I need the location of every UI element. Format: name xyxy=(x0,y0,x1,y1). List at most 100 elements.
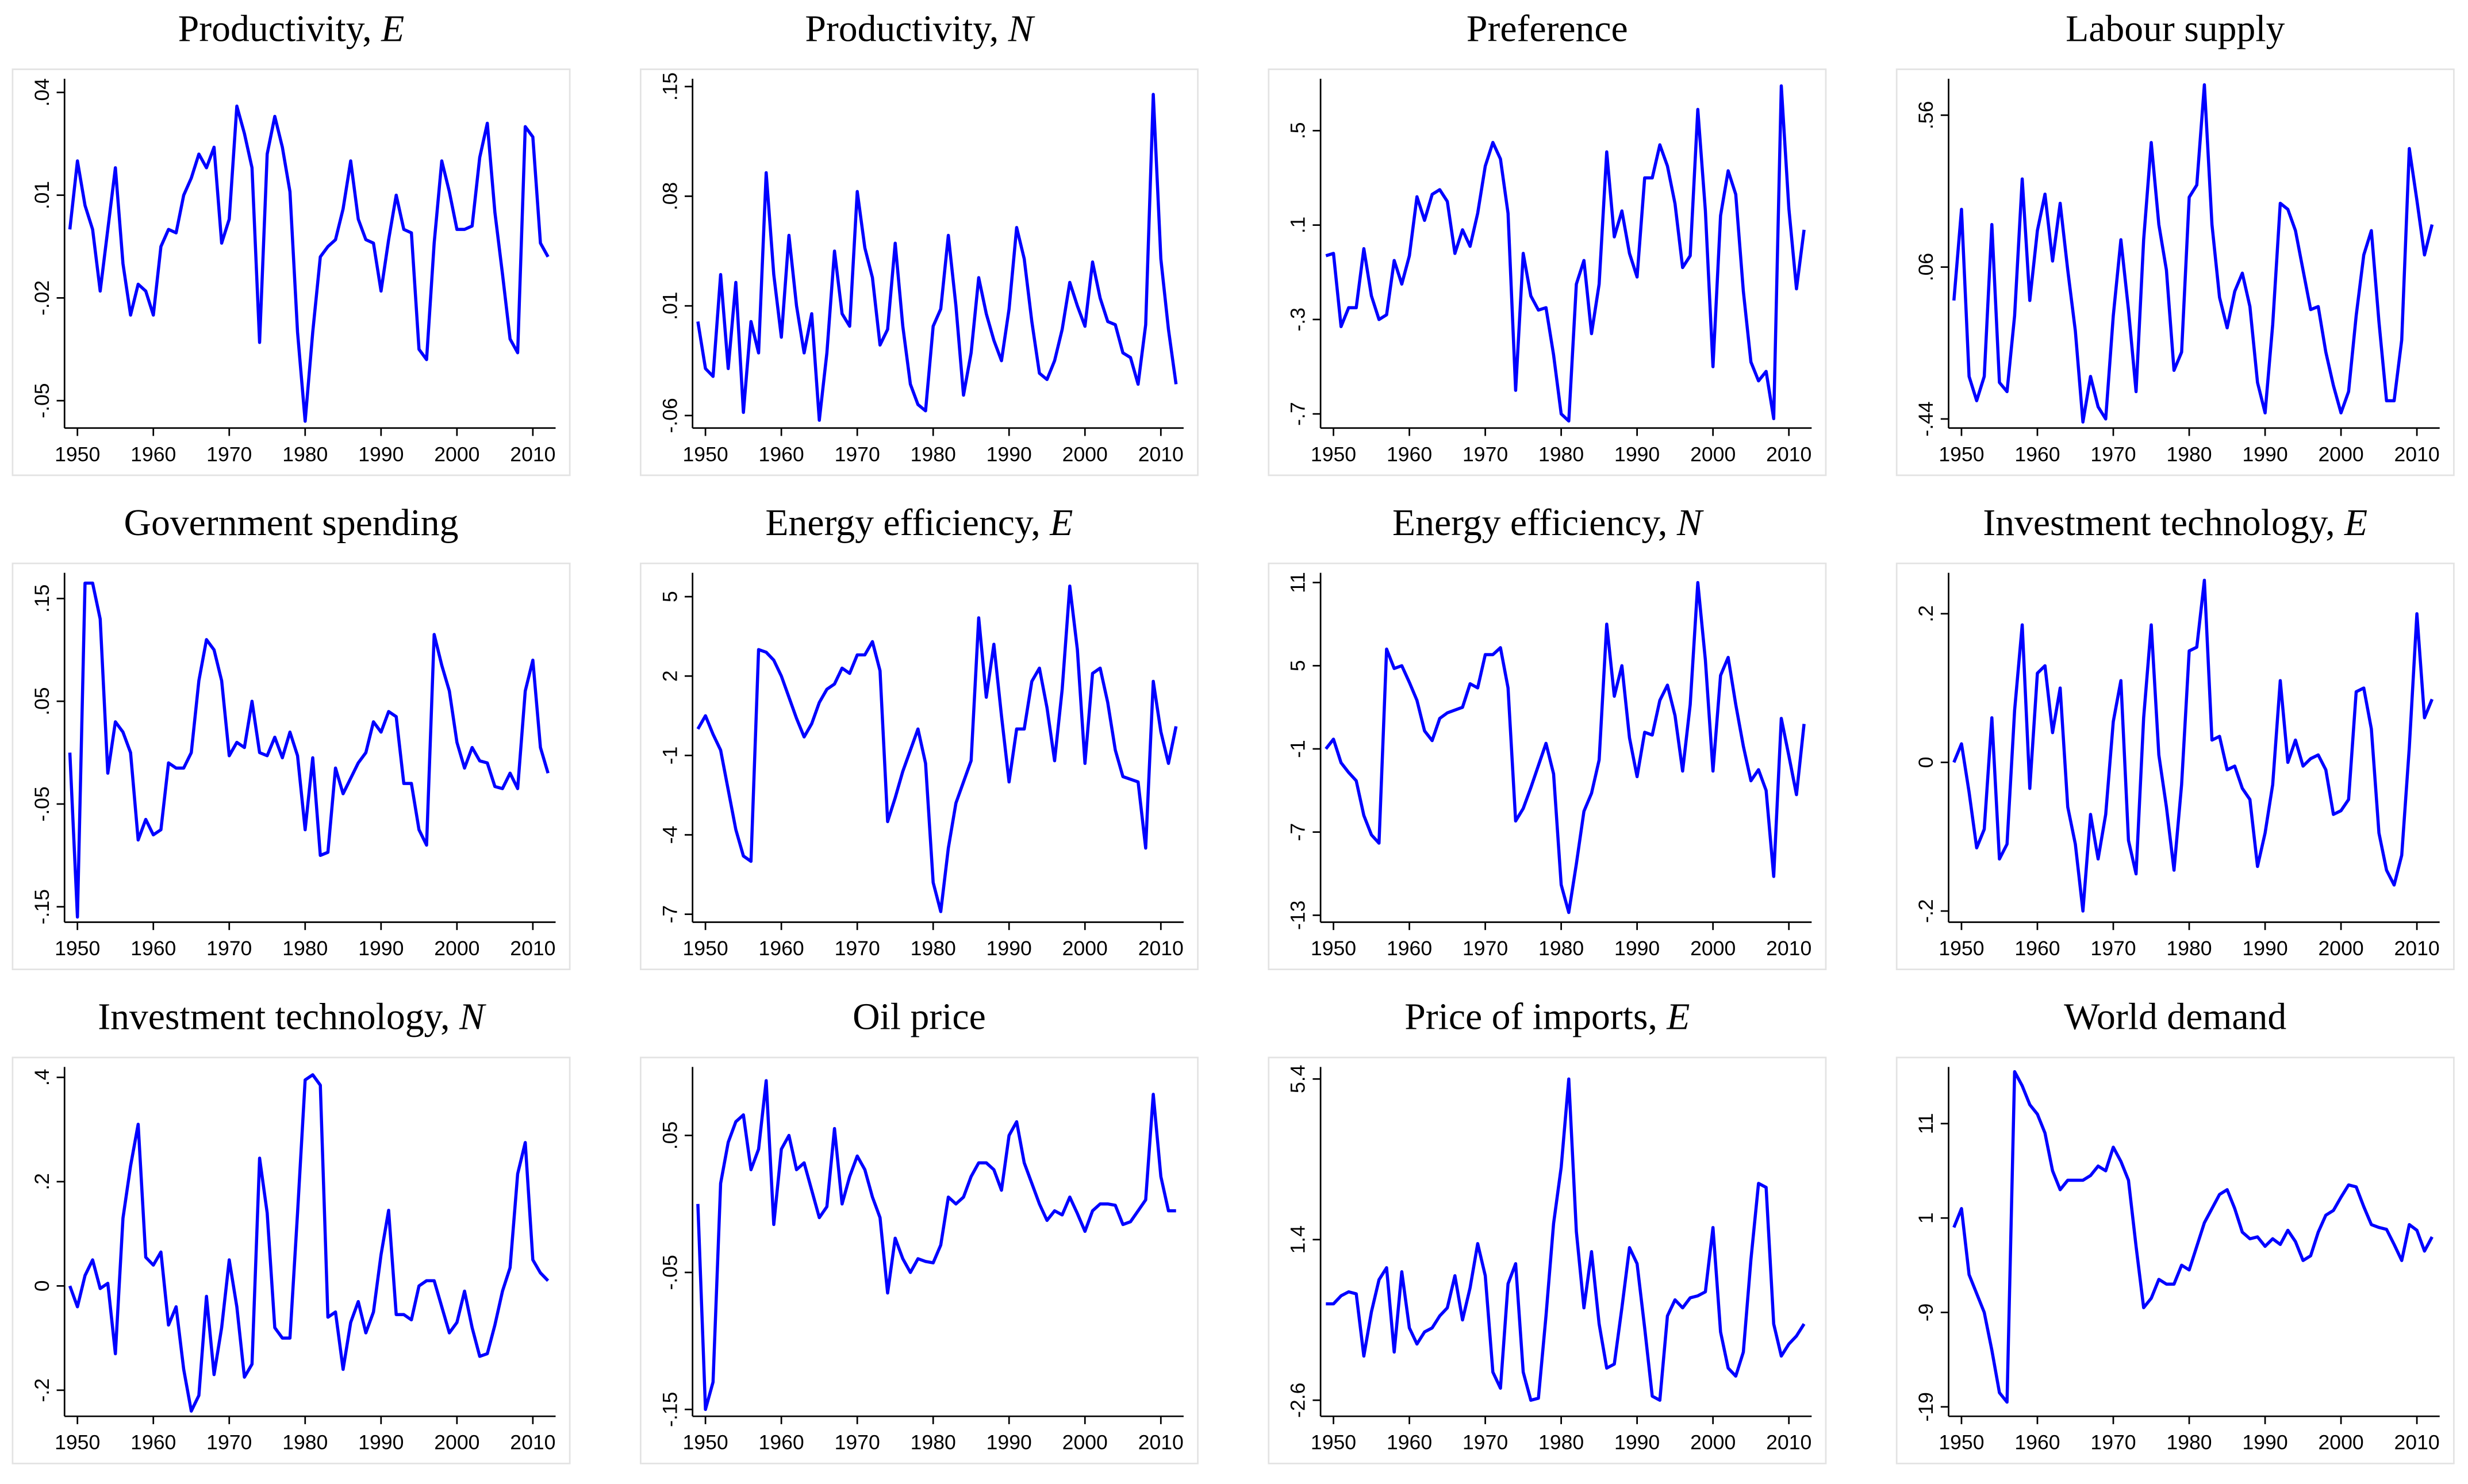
panel-title: Labour supply xyxy=(2066,7,2285,49)
series-line xyxy=(1952,578,2434,913)
y-tick-label: -.06 xyxy=(658,398,681,433)
y-tick-label: -4 xyxy=(658,826,681,844)
x-tick-label: 2010 xyxy=(1138,937,1184,960)
series-line xyxy=(68,104,550,423)
series-line xyxy=(68,581,550,919)
x-tick-label: 1970 xyxy=(2090,937,2136,960)
y-tick-label: -.15 xyxy=(658,1392,681,1427)
x-tick-label: 1990 xyxy=(1614,443,1660,466)
x-tick-label: 1980 xyxy=(911,1431,956,1454)
x-tick-label: 1960 xyxy=(759,937,804,960)
y-tick-label: -9 xyxy=(1914,1304,1937,1322)
x-tick-label: 1980 xyxy=(2166,1431,2212,1454)
x-tick-label: 1990 xyxy=(358,937,404,960)
panel-frame xyxy=(11,1056,571,1464)
x-tick-label: 1970 xyxy=(835,443,880,466)
x-tick-label: 1990 xyxy=(1614,1431,1660,1454)
x-tick-label: 1960 xyxy=(130,1431,176,1454)
x-tick-label: 1990 xyxy=(2242,937,2287,960)
x-tick-label: 1950 xyxy=(683,937,728,960)
x-tick-label: 2010 xyxy=(2394,443,2440,466)
y-tick-label: .08 xyxy=(658,182,681,210)
x-tick-label: 1960 xyxy=(759,443,804,466)
x-tick-label: 1970 xyxy=(835,1431,880,1454)
series-line xyxy=(1325,580,1806,914)
series-line xyxy=(696,93,1178,422)
x-tick-label: 2010 xyxy=(1138,443,1184,466)
panel-frame xyxy=(1895,68,2455,476)
x-tick-label: 1970 xyxy=(2090,1431,2136,1454)
x-tick-label: 1960 xyxy=(130,937,176,960)
x-tick-label: 1970 xyxy=(206,1431,252,1454)
x-tick-label: 2000 xyxy=(1690,937,1736,960)
y-tick-label: 1 xyxy=(1914,1212,1937,1224)
x-tick-label: 1990 xyxy=(2242,443,2287,466)
panel-frame xyxy=(1895,1056,2455,1464)
x-tick-label: 1970 xyxy=(206,937,252,960)
x-tick-label: 2000 xyxy=(1062,1431,1108,1454)
y-tick-label: -.2 xyxy=(1914,899,1937,923)
y-tick-label: .5 xyxy=(1287,122,1310,139)
x-tick-label: 2000 xyxy=(1062,937,1108,960)
x-tick-label: 1950 xyxy=(1939,443,1984,466)
x-tick-label: 1970 xyxy=(206,443,252,466)
y-tick-label: 5 xyxy=(658,591,681,602)
x-tick-label: 1970 xyxy=(1463,1431,1508,1454)
panel-frame xyxy=(11,562,571,970)
x-tick-label: 2010 xyxy=(1766,1431,1811,1454)
x-tick-label: 1950 xyxy=(683,1431,728,1454)
x-tick-label: 1990 xyxy=(987,443,1032,466)
panel-title: Investment technology, N xyxy=(98,996,486,1038)
x-tick-label: 1980 xyxy=(1538,443,1584,466)
y-tick-label: 5.4 xyxy=(1287,1065,1310,1093)
x-tick-label: 1950 xyxy=(55,1431,100,1454)
panel-title: Preference xyxy=(1467,7,1628,49)
x-tick-label: 1950 xyxy=(1939,937,1984,960)
y-tick-label: -.05 xyxy=(30,786,53,821)
x-tick-label: 1990 xyxy=(358,1431,404,1454)
y-tick-label: .15 xyxy=(30,585,53,613)
y-tick-label: .01 xyxy=(658,291,681,320)
y-tick-label: 0 xyxy=(1914,757,1937,768)
series-line xyxy=(696,584,1178,913)
series-line xyxy=(1952,1070,2434,1404)
y-tick-label: -1 xyxy=(1287,740,1310,758)
x-tick-label: 1950 xyxy=(1311,937,1356,960)
y-tick-label: .1 xyxy=(1287,217,1310,234)
y-tick-label: 5 xyxy=(1287,660,1310,671)
x-tick-label: 1960 xyxy=(1387,443,1432,466)
y-tick-label: .05 xyxy=(30,687,53,715)
y-tick-label: 1.4 xyxy=(1287,1225,1310,1254)
panel-frame xyxy=(639,562,1199,970)
panel-title: Investment technology, E xyxy=(1983,502,2367,544)
y-tick-label: .2 xyxy=(30,1173,53,1190)
panel-frame xyxy=(639,68,1199,476)
panel-title: Productivity, E xyxy=(178,7,404,49)
x-tick-label: 1960 xyxy=(759,1431,804,1454)
series-line xyxy=(1952,83,2434,424)
y-tick-label: .56 xyxy=(1914,101,1937,129)
x-tick-label: 2010 xyxy=(510,443,555,466)
y-tick-label: .06 xyxy=(1914,253,1937,281)
x-tick-label: 1950 xyxy=(1939,1431,1984,1454)
y-tick-label: -2.6 xyxy=(1287,1383,1310,1418)
x-tick-label: 1980 xyxy=(1538,1431,1584,1454)
x-tick-label: 1980 xyxy=(911,443,956,466)
x-tick-label: 1950 xyxy=(55,937,100,960)
x-tick-label: 2010 xyxy=(1138,1431,1184,1454)
panel-title: Energy efficiency, E xyxy=(765,502,1073,544)
panel-frame xyxy=(11,68,571,476)
y-tick-label: .15 xyxy=(658,72,681,101)
x-tick-label: 1960 xyxy=(1387,937,1432,960)
series-line xyxy=(1326,1077,1806,1402)
panel-title: Price of imports, E xyxy=(1404,996,1690,1038)
panel: Investment technology, N .4 .2 0 -.2 1950 1960… xyxy=(11,996,571,1464)
panel-frame xyxy=(1268,562,1827,970)
x-tick-label: 1980 xyxy=(282,937,328,960)
y-tick-label: -.2 xyxy=(30,1378,53,1402)
x-tick-label: 1980 xyxy=(2166,937,2212,960)
